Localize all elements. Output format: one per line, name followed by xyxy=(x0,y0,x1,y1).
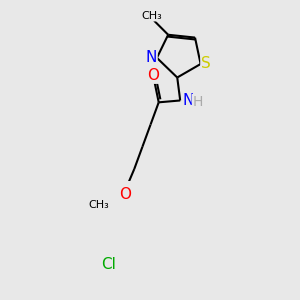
Text: O: O xyxy=(119,187,131,202)
Text: O: O xyxy=(147,68,159,83)
Text: Cl: Cl xyxy=(101,257,116,272)
Text: S: S xyxy=(201,56,211,71)
Text: N: N xyxy=(146,50,157,64)
Text: CH₃: CH₃ xyxy=(141,11,162,21)
Text: N: N xyxy=(182,93,194,108)
Text: CH₃: CH₃ xyxy=(88,200,109,210)
Text: H: H xyxy=(192,94,203,109)
